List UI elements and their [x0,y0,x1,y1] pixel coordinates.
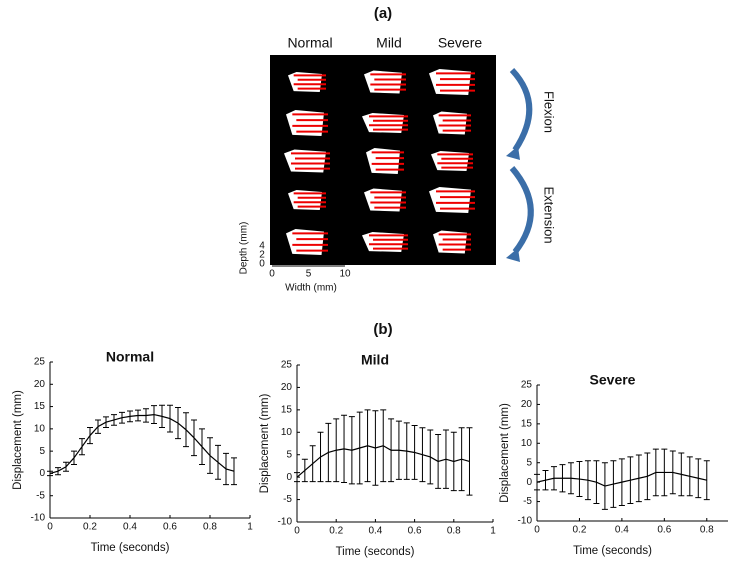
y-tick-label: 10 [521,438,533,449]
x-tick-label: 0.8 [203,522,217,533]
y-tick-label: 5 [526,457,532,468]
data-line [50,415,234,474]
column-label: Mild [376,35,402,51]
x-tick-label: 1 [247,522,253,533]
x-tick-label: 0.6 [408,526,422,537]
y-tick-label: -10 [31,513,46,524]
panel-label: (a) [374,5,392,22]
y-tick-label: -10 [518,516,533,527]
width-tick-label: 10 [339,269,351,280]
x-axis-label: Time (seconds) [573,545,652,557]
depth-label: Depth (mm) [239,222,250,275]
figure: (a) Normal Mild Severe Flexion Extension… [0,0,729,561]
x-tick-label: 0.2 [83,522,97,533]
y-tick-label: 20 [281,382,293,393]
x-tick-label: 0.4 [368,526,382,537]
y-tick-label: 25 [521,380,533,391]
x-axis-label: Time (seconds) [91,542,170,554]
y-tick-label: 10 [34,423,46,434]
x-tick-label: 1 [490,526,496,537]
y-tick-label: -5 [36,490,45,501]
x-tick-label: 0.2 [572,525,586,536]
extension-label: Extension [542,186,557,243]
column-label: Normal [287,35,332,51]
y-tick-label: -5 [523,496,532,507]
width-label: Width (mm) [285,283,337,294]
y-axis-label: Displacement (mm) [499,403,511,503]
x-tick-label: 0.8 [700,525,714,536]
y-tick-label: 0 [39,468,45,479]
y-tick-label: 20 [521,399,533,410]
flexion-arrow [512,70,529,150]
x-tick-label: 0 [47,522,53,533]
x-axis-label: Time (seconds) [336,546,415,558]
width-tick-label: 0 [269,269,275,280]
y-axis-label: Displacement (mm) [259,393,271,493]
y-tick-label: -10 [278,517,293,528]
chart-title: Mild [361,352,389,368]
depth-tick-label: 4 [259,241,265,252]
chart-title: Severe [590,372,636,388]
y-tick-label: 15 [521,418,533,429]
y-tick-label: 10 [281,427,293,438]
y-tick-label: 25 [34,357,46,368]
y-tick-label: 5 [39,446,45,457]
width-tick-label: 5 [306,269,312,280]
x-tick-label: 0 [294,526,300,537]
x-tick-label: 0.2 [329,526,343,537]
y-tick-label: 25 [281,360,293,371]
chart-title: Normal [106,349,154,365]
y-tick-label: 0 [286,472,292,483]
flexion-label: Flexion [542,91,557,133]
x-tick-label: 0.4 [615,525,629,536]
x-tick-label: 0 [534,525,540,536]
y-tick-label: 15 [34,401,46,412]
extension-arrow [512,168,531,252]
y-tick-label: -5 [283,494,292,505]
panel-label: (b) [373,321,392,338]
y-axis-label: Displacement (mm) [12,390,24,490]
x-tick-label: 0.6 [163,522,177,533]
column-label: Severe [438,35,483,51]
y-tick-label: 0 [526,477,532,488]
y-tick-label: 5 [286,449,292,460]
x-tick-label: 0.8 [447,526,461,537]
y-tick-label: 20 [34,379,46,390]
y-tick-label: 15 [281,404,293,415]
x-tick-label: 0.4 [123,522,137,533]
x-tick-label: 0.6 [657,525,671,536]
